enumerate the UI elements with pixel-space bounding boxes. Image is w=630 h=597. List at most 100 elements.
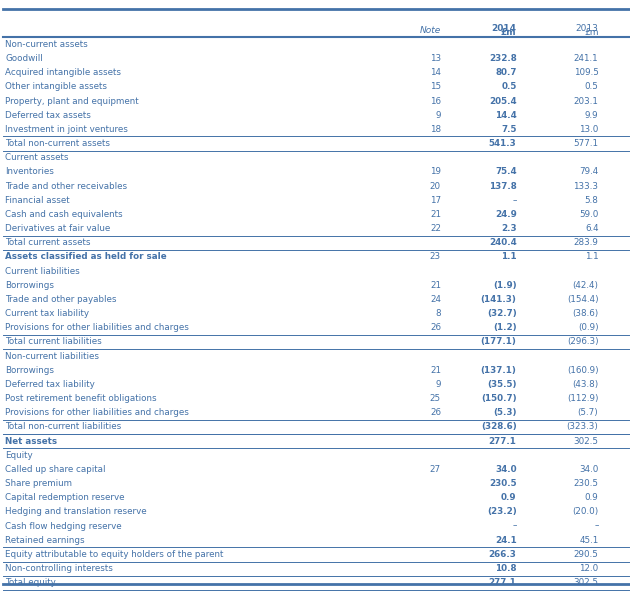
- Text: 27: 27: [430, 465, 441, 474]
- Text: Goodwill: Goodwill: [5, 54, 43, 63]
- Text: 25: 25: [430, 394, 441, 403]
- Text: –: –: [512, 196, 517, 205]
- Text: 133.3: 133.3: [573, 181, 598, 190]
- Text: Non-current assets: Non-current assets: [5, 40, 88, 49]
- Text: Capital redemption reserve: Capital redemption reserve: [5, 493, 125, 502]
- Text: (23.2): (23.2): [487, 507, 517, 516]
- Text: Current liabilities: Current liabilities: [5, 266, 80, 276]
- Text: 577.1: 577.1: [573, 139, 598, 148]
- Text: 7.5: 7.5: [501, 125, 517, 134]
- Text: Provisions for other liabilities and charges: Provisions for other liabilities and cha…: [5, 408, 189, 417]
- Text: 0.9: 0.9: [585, 493, 598, 502]
- Text: 0.9: 0.9: [501, 493, 517, 502]
- Text: (328.6): (328.6): [481, 423, 517, 432]
- Text: Cash and cash equivalents: Cash and cash equivalents: [5, 210, 123, 219]
- Text: £m: £m: [501, 28, 517, 37]
- Text: 18: 18: [430, 125, 441, 134]
- Text: (20.0): (20.0): [572, 507, 598, 516]
- Text: 21: 21: [430, 366, 441, 375]
- Text: 290.5: 290.5: [574, 550, 598, 559]
- Text: –: –: [594, 522, 598, 531]
- Text: 24: 24: [430, 295, 441, 304]
- Text: 1.1: 1.1: [501, 253, 517, 261]
- Text: Borrowings: Borrowings: [5, 366, 54, 375]
- Text: Derivatives at fair value: Derivatives at fair value: [5, 224, 110, 233]
- Text: 240.4: 240.4: [489, 238, 517, 247]
- Text: 13: 13: [430, 54, 441, 63]
- Text: Acquired intangible assets: Acquired intangible assets: [5, 68, 121, 77]
- Text: (35.5): (35.5): [487, 380, 517, 389]
- Text: 230.5: 230.5: [489, 479, 517, 488]
- Text: (43.8): (43.8): [572, 380, 598, 389]
- Text: Current tax liability: Current tax liability: [5, 309, 89, 318]
- Text: 79.4: 79.4: [579, 167, 598, 176]
- Text: (160.9): (160.9): [567, 366, 598, 375]
- Text: 541.3: 541.3: [489, 139, 517, 148]
- Text: 15: 15: [430, 82, 441, 91]
- Text: 137.8: 137.8: [489, 181, 517, 190]
- Text: Current assets: Current assets: [5, 153, 69, 162]
- Text: (5.3): (5.3): [493, 408, 517, 417]
- Text: Total non-current liabilities: Total non-current liabilities: [5, 423, 122, 432]
- Text: 21: 21: [430, 210, 441, 219]
- Text: Share premium: Share premium: [5, 479, 72, 488]
- Text: 9: 9: [435, 110, 441, 120]
- Text: 2014: 2014: [491, 24, 517, 33]
- Text: (137.1): (137.1): [481, 366, 517, 375]
- Text: 2.3: 2.3: [501, 224, 517, 233]
- Text: 230.5: 230.5: [573, 479, 598, 488]
- Text: Total current assets: Total current assets: [5, 238, 91, 247]
- Text: Post retirement benefit obligations: Post retirement benefit obligations: [5, 394, 157, 403]
- Text: (112.9): (112.9): [567, 394, 598, 403]
- Text: 302.5: 302.5: [573, 436, 598, 445]
- Text: 24.1: 24.1: [495, 536, 517, 544]
- Text: 0.5: 0.5: [585, 82, 598, 91]
- Text: 266.3: 266.3: [489, 550, 517, 559]
- Text: 21: 21: [430, 281, 441, 290]
- Text: 241.1: 241.1: [574, 54, 598, 63]
- Text: Net assets: Net assets: [5, 436, 57, 445]
- Text: Non-current liabilities: Non-current liabilities: [5, 352, 99, 361]
- Text: 26: 26: [430, 408, 441, 417]
- Text: –: –: [512, 522, 517, 531]
- Text: 232.8: 232.8: [489, 54, 517, 63]
- Text: (32.7): (32.7): [487, 309, 517, 318]
- Text: (38.6): (38.6): [572, 309, 598, 318]
- Text: Investment in joint ventures: Investment in joint ventures: [5, 125, 128, 134]
- Text: Financial asset: Financial asset: [5, 196, 70, 205]
- Text: Borrowings: Borrowings: [5, 281, 54, 290]
- Text: 277.1: 277.1: [489, 578, 517, 587]
- Text: Called up share capital: Called up share capital: [5, 465, 106, 474]
- Text: 14: 14: [430, 68, 441, 77]
- Text: Total current liabilities: Total current liabilities: [5, 337, 102, 346]
- Text: Other intangible assets: Other intangible assets: [5, 82, 107, 91]
- Text: Assets classified as held for sale: Assets classified as held for sale: [5, 253, 167, 261]
- Text: 5.8: 5.8: [585, 196, 598, 205]
- Text: Inventories: Inventories: [5, 167, 54, 176]
- Text: 283.9: 283.9: [574, 238, 598, 247]
- Text: 26: 26: [430, 323, 441, 333]
- Text: Equity attributable to equity holders of the parent: Equity attributable to equity holders of…: [5, 550, 224, 559]
- Text: 109.5: 109.5: [574, 68, 598, 77]
- Text: (5.7): (5.7): [578, 408, 598, 417]
- Text: (296.3): (296.3): [567, 337, 598, 346]
- Text: 24.9: 24.9: [495, 210, 517, 219]
- Text: (177.1): (177.1): [481, 337, 517, 346]
- Text: Total non-current assets: Total non-current assets: [5, 139, 110, 148]
- Text: 302.5: 302.5: [573, 578, 598, 587]
- Text: Trade and other receivables: Trade and other receivables: [5, 181, 127, 190]
- Text: 9: 9: [435, 380, 441, 389]
- Text: (323.3): (323.3): [566, 423, 598, 432]
- Text: 23: 23: [430, 253, 441, 261]
- Text: Deferred tax liability: Deferred tax liability: [5, 380, 94, 389]
- Text: 6.4: 6.4: [585, 224, 598, 233]
- Text: (1.9): (1.9): [493, 281, 517, 290]
- Text: Non-controlling interests: Non-controlling interests: [5, 564, 113, 573]
- Text: 8: 8: [435, 309, 441, 318]
- Text: 13.0: 13.0: [579, 125, 598, 134]
- Text: Deferred tax assets: Deferred tax assets: [5, 110, 91, 120]
- Text: 45.1: 45.1: [579, 536, 598, 544]
- Text: (1.2): (1.2): [493, 323, 517, 333]
- Text: Total equity: Total equity: [5, 578, 56, 587]
- Text: 203.1: 203.1: [574, 97, 598, 106]
